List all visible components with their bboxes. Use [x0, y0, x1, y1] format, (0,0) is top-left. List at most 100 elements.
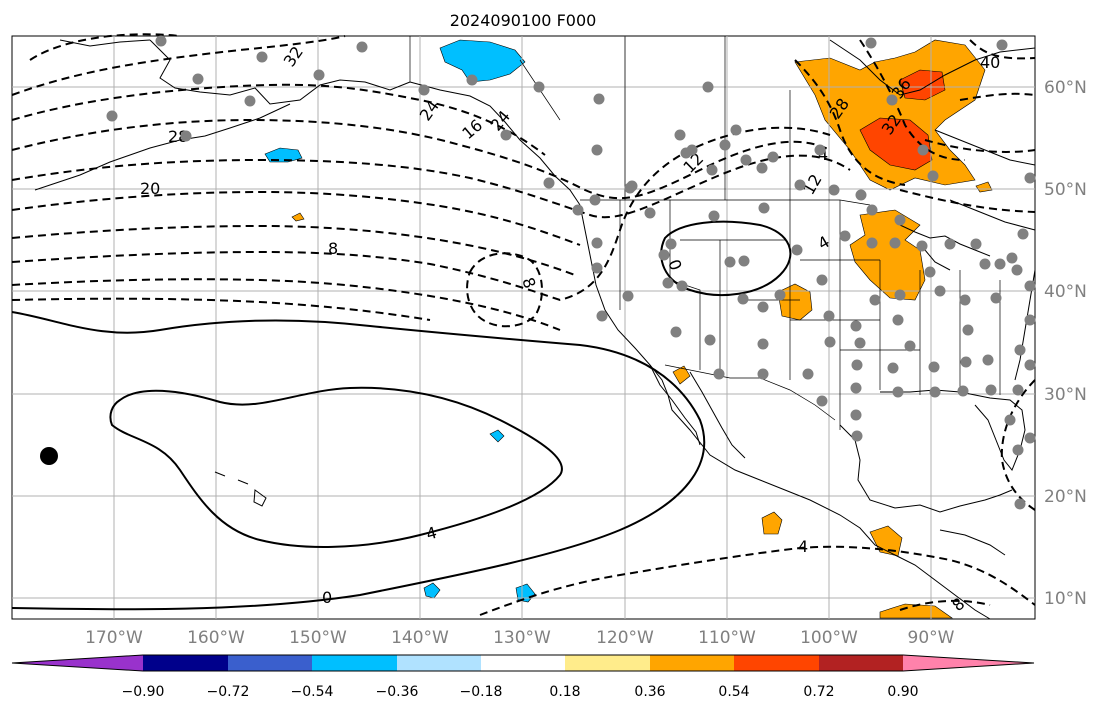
colorbar-segment	[312, 655, 397, 671]
colorbar-tick-label: −0.18	[460, 684, 503, 700]
contour-label: 20	[140, 179, 160, 198]
contour-dashed-canada-5	[899, 189, 1036, 213]
station-marker	[1014, 498, 1026, 510]
fill-positive-small2	[291, 212, 305, 222]
station-marker	[994, 258, 1006, 270]
station-marker	[706, 164, 718, 176]
fill-positive-midwest-orange	[777, 283, 813, 321]
station-marker	[927, 170, 939, 182]
lon-tick-label: 160°W	[187, 628, 245, 648]
lat-tick-label: 60°N	[1044, 78, 1087, 98]
station-marker	[866, 204, 878, 216]
station-marker	[738, 255, 750, 267]
station-marker	[662, 277, 674, 289]
station-marker	[591, 144, 603, 156]
station-marker	[593, 93, 605, 105]
station-marker	[1006, 252, 1018, 264]
contour-dashed-6	[11, 190, 581, 246]
colorbar-tick-label: −0.54	[291, 684, 334, 700]
contour-solid-high	[660, 220, 792, 296]
station-marker	[960, 356, 972, 368]
station-marker	[865, 37, 877, 49]
station-marker	[155, 35, 167, 47]
lat-tick-label: 20°N	[1044, 487, 1087, 507]
colorbar-segments	[12, 655, 1034, 671]
contour-dashed-canada-6	[924, 139, 1036, 153]
lon-tick-label: 120°W	[596, 628, 654, 648]
station-marker	[758, 202, 770, 214]
colorbar-segment	[650, 655, 734, 671]
province-lines	[519, 36, 791, 200]
station-marker	[839, 230, 851, 242]
station-marker	[757, 338, 769, 350]
station-marker	[869, 294, 881, 306]
contour-dashed-low	[466, 252, 543, 328]
station-marker	[596, 310, 608, 322]
station-marker	[916, 240, 928, 252]
station-marker	[959, 294, 971, 306]
longitude-axis: 170°W 160°W 150°W 140°W 130°W 120°W 110°…	[85, 628, 955, 648]
station-marker	[850, 382, 862, 394]
contour-dashed-3	[11, 83, 546, 156]
station-marker	[724, 256, 736, 268]
station-marker	[892, 314, 904, 326]
lon-tick-label: 90°W	[908, 628, 955, 648]
station-markers	[106, 35, 1036, 510]
station-marker	[892, 386, 904, 398]
lon-tick-label: 130°W	[493, 628, 551, 648]
lon-tick-label: 170°W	[85, 628, 143, 648]
coastline-cuba	[939, 529, 1006, 556]
station-marker	[816, 274, 828, 286]
lat-tick-label: 50°N	[1044, 180, 1087, 200]
station-marker	[816, 395, 828, 407]
fill-positive-canada-red2	[859, 117, 933, 171]
station-marker	[256, 51, 268, 63]
colorbar-ticks: −0.90 −0.72 −0.54 −0.36 −0.18 0.18 0.36 …	[122, 684, 919, 700]
station-marker	[704, 334, 716, 346]
station-marker	[591, 237, 603, 249]
contour-label: 40	[980, 53, 1000, 72]
station-marker	[192, 73, 204, 85]
station-marker	[1012, 384, 1024, 396]
station-marker	[854, 337, 866, 349]
station-marker	[500, 129, 512, 141]
coastline-alaska	[34, 39, 411, 191]
fill-negative-bering-blue	[264, 147, 303, 163]
station-marker	[828, 184, 840, 196]
station-marker	[928, 361, 940, 373]
colorbar-tick-label: 0.90	[887, 684, 918, 700]
colorbar-outline	[11, 654, 1035, 672]
station-marker	[985, 384, 997, 396]
contour-dashed-canada-4	[959, 92, 1036, 101]
colorbar-tick-label: 0.72	[803, 684, 834, 700]
contour-label: 0	[322, 588, 332, 607]
contour-label: 8	[328, 239, 338, 258]
station-marker	[665, 238, 677, 250]
station-marker	[674, 129, 686, 141]
station-marker	[767, 151, 779, 163]
contours	[11, 33, 1036, 616]
station-marker	[917, 144, 929, 156]
station-marker	[894, 214, 906, 226]
contour-dashed-2	[11, 35, 346, 96]
station-marker	[106, 110, 118, 122]
station-marker	[979, 258, 991, 270]
contour-label: 4	[424, 523, 439, 544]
station-marker	[543, 177, 555, 189]
colorbar-tick-label: −0.36	[376, 684, 419, 700]
station-marker	[622, 290, 634, 302]
colorbar-tick-label: 0.54	[718, 684, 749, 700]
station-marker	[180, 130, 192, 142]
colorbar-segment	[143, 655, 228, 671]
colorbar-segment	[397, 655, 481, 671]
station-marker	[713, 368, 725, 380]
station-marker	[886, 94, 898, 106]
marker-black-dot	[40, 447, 58, 465]
fill-negative-alaska-blue	[439, 39, 526, 83]
station-marker	[962, 324, 974, 336]
station-marker	[466, 74, 478, 86]
station-marker	[924, 266, 936, 278]
lat-tick-label: 10°N	[1044, 589, 1087, 609]
station-marker	[850, 409, 862, 421]
fill-negative-pacific-blue2	[423, 582, 441, 599]
